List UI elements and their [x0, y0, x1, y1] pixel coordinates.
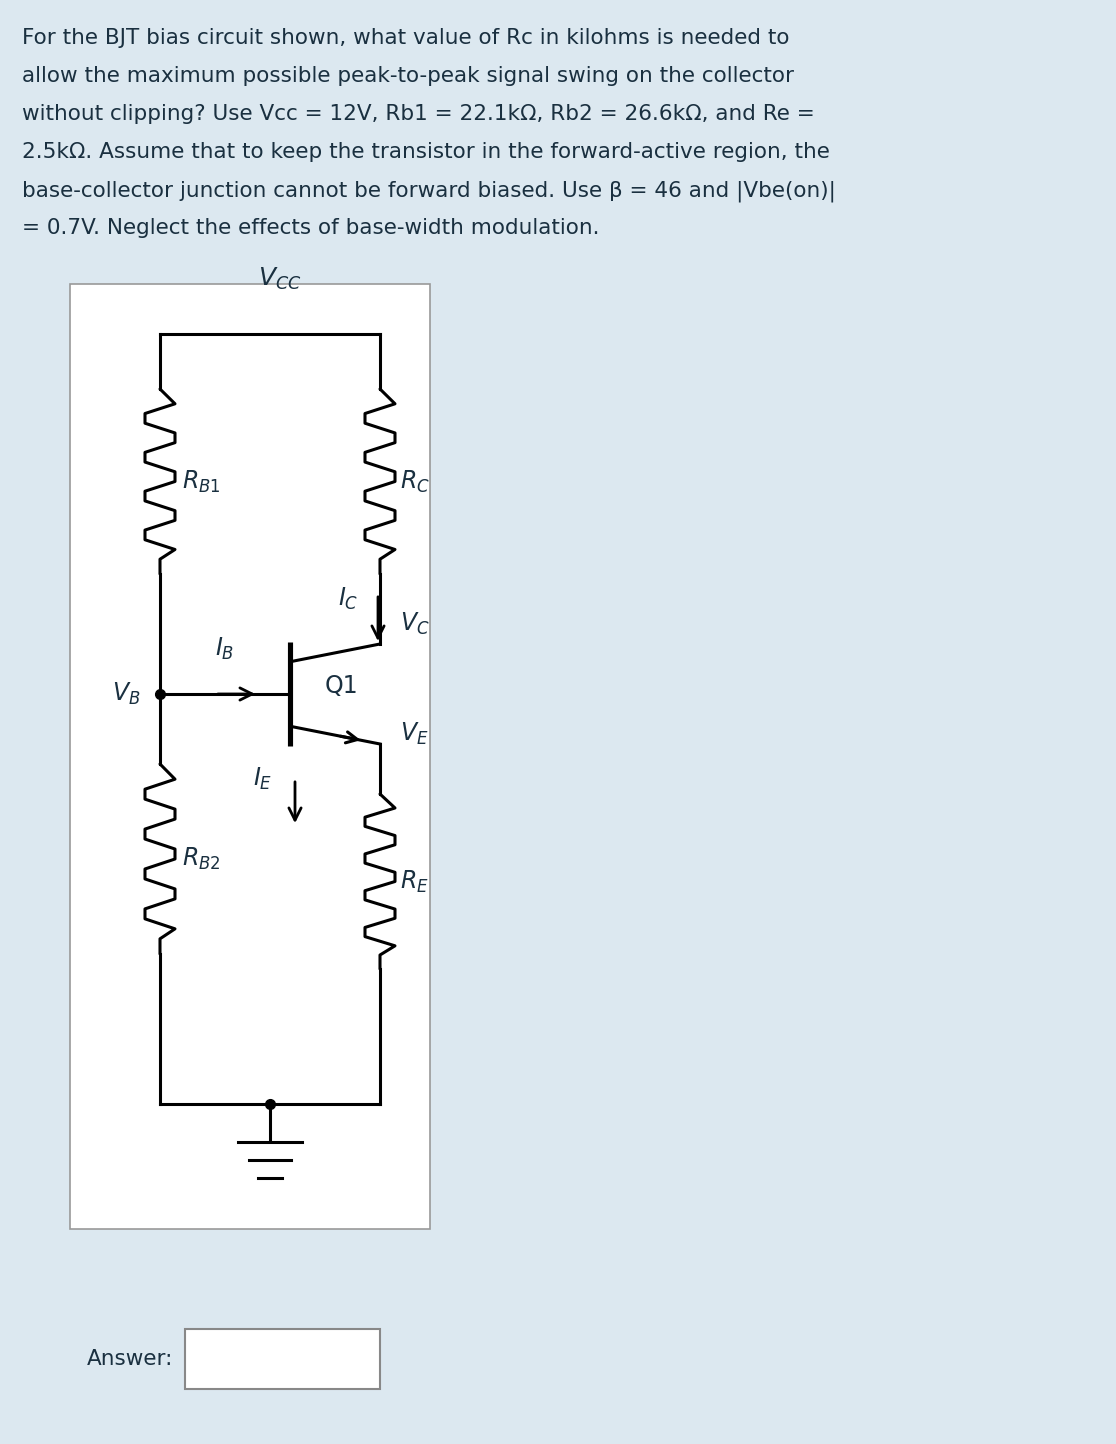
- Text: $V_E$: $V_E$: [400, 721, 429, 747]
- Text: base-collector junction cannot be forward biased. Use β = 46 and |Vbe(on)|: base-collector junction cannot be forwar…: [22, 180, 836, 202]
- Text: 2.5kΩ. Assume that to keep the transistor in the forward-active region, the: 2.5kΩ. Assume that to keep the transisto…: [22, 142, 830, 162]
- Text: Answer:: Answer:: [87, 1349, 173, 1369]
- Text: allow the maximum possible peak-to-peak signal swing on the collector: allow the maximum possible peak-to-peak …: [22, 66, 793, 87]
- Text: without clipping? Use Vcc = 12V, Rb1 = 22.1kΩ, Rb2 = 26.6kΩ, and Re =: without clipping? Use Vcc = 12V, Rb1 = 2…: [22, 104, 815, 124]
- Bar: [70, 284, 430, 1229]
- Text: For the BJT bias circuit shown, what value of Rc in kilohms is needed to: For the BJT bias circuit shown, what val…: [22, 27, 789, 48]
- Text: = 0.7V. Neglect the effects of base-width modulation.: = 0.7V. Neglect the effects of base-widt…: [22, 218, 599, 238]
- Text: $R_{B2}$: $R_{B2}$: [182, 846, 221, 872]
- Text: $V_B$: $V_B$: [112, 682, 140, 708]
- Text: $R_C$: $R_C$: [400, 468, 430, 495]
- Text: $I_E$: $I_E$: [252, 765, 272, 793]
- Text: $R_E$: $R_E$: [400, 868, 429, 895]
- Text: Q1: Q1: [325, 674, 358, 697]
- Text: $V_C$: $V_C$: [400, 611, 430, 637]
- Text: $I_B$: $I_B$: [215, 635, 234, 661]
- Text: $V_{CC}$: $V_{CC}$: [258, 266, 301, 292]
- Text: $I_C$: $I_C$: [337, 586, 358, 612]
- Bar: [185, 1328, 381, 1389]
- Text: $R_{B1}$: $R_{B1}$: [182, 468, 221, 495]
